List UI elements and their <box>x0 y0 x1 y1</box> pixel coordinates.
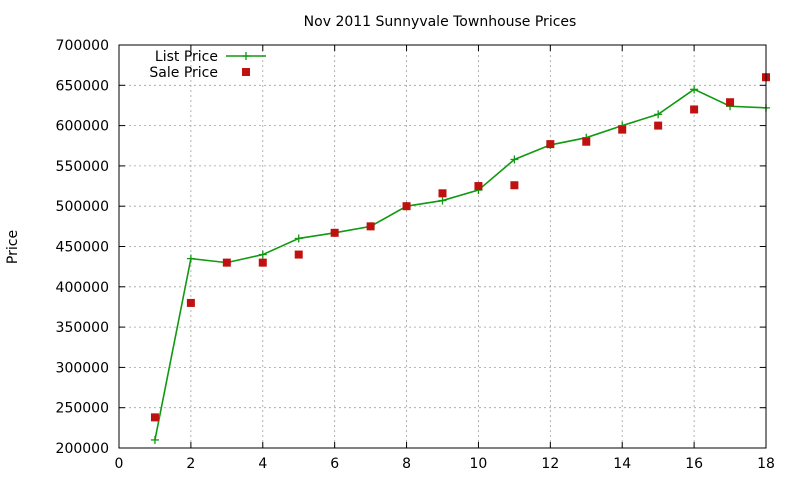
grid-lines <box>119 45 766 448</box>
list-price-point <box>438 196 447 205</box>
list-price-point <box>294 234 303 243</box>
sale-price-point <box>402 202 411 211</box>
tick-labels: 0 2 4 6 8 10 12 14 16 18 200000 250000 300000 350000 4… <box>56 38 775 472</box>
y-tick-label: 550000 <box>56 159 109 175</box>
y-tick-label: 700000 <box>56 38 109 54</box>
sale-price-point <box>474 182 483 191</box>
sale-price-point <box>618 125 627 134</box>
y-tick-label: 500000 <box>56 199 109 215</box>
x-tick-label: 6 <box>330 456 339 472</box>
list-price-point <box>654 110 663 119</box>
sale-price-point <box>186 298 195 307</box>
legend-label: Sale Price <box>149 65 218 81</box>
y-tick-label: 350000 <box>56 320 109 336</box>
sale-price-point <box>330 228 339 237</box>
sale-price-point <box>366 222 375 231</box>
x-tick-label: 8 <box>402 456 411 472</box>
sale-price-point <box>222 258 231 267</box>
legend-plus-swatch <box>242 52 250 60</box>
y-tick-label: 600000 <box>56 119 109 135</box>
sale-price-point <box>546 140 555 149</box>
series-layer <box>150 73 770 444</box>
list-price-point <box>150 435 159 444</box>
sale-price-point <box>438 189 447 198</box>
sale-price-point <box>654 121 663 130</box>
list-price-point <box>258 250 267 259</box>
y-tick-label: 650000 <box>56 78 109 94</box>
sale-price-point <box>726 98 735 107</box>
sale-price-point <box>294 250 303 259</box>
list-price-series <box>150 85 770 444</box>
sale-price-point <box>582 137 591 146</box>
x-tick-label: 4 <box>258 456 267 472</box>
y-tick-label: 250000 <box>56 401 109 417</box>
sale-price-series <box>150 73 770 422</box>
sale-price-point <box>258 258 267 267</box>
legend-label: List Price <box>155 49 218 65</box>
axis-ticks <box>118 44 767 449</box>
x-tick-label: 2 <box>186 456 195 472</box>
list-price-point <box>690 85 699 94</box>
x-tick-label: 14 <box>613 456 631 472</box>
y-tick-label: 400000 <box>56 280 109 296</box>
legend-square-swatch <box>242 68 250 76</box>
list-price-point <box>510 155 519 164</box>
y-axis-label: Price <box>5 230 21 264</box>
x-tick-label: 18 <box>757 456 775 472</box>
y-tick-label: 300000 <box>56 360 109 376</box>
sale-price-point <box>690 105 699 114</box>
sale-price-point <box>150 413 159 422</box>
list-price-line <box>154 88 767 441</box>
x-tick-label: 16 <box>685 456 703 472</box>
y-tick-label: 450000 <box>56 240 109 256</box>
plot-frame <box>118 44 767 449</box>
list-price-point <box>186 254 195 263</box>
y-tick-label: 200000 <box>56 441 109 457</box>
chart-title: Nov 2011 Sunnyvale Townhouse Prices <box>304 14 577 30</box>
sale-price-point <box>510 181 519 190</box>
x-tick-label: 0 <box>115 456 124 472</box>
x-tick-label: 12 <box>541 456 559 472</box>
x-tick-label: 10 <box>470 456 488 472</box>
